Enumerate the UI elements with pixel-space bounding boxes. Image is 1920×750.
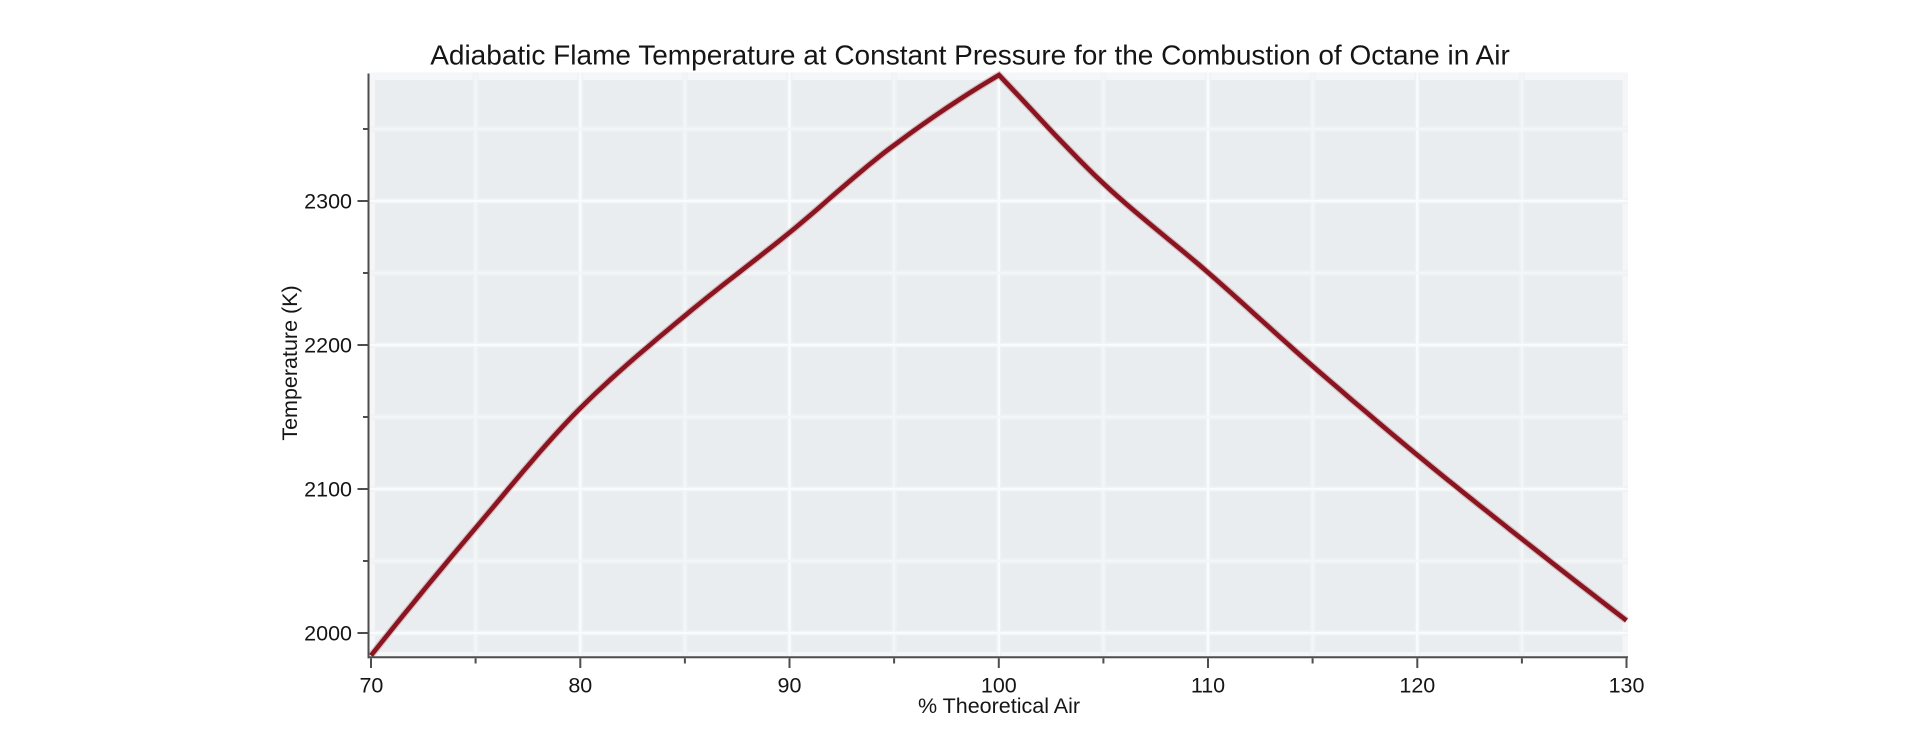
svg-text:80: 80 — [568, 673, 592, 697]
svg-text:% Theoretical Air: % Theoretical Air — [918, 694, 1080, 718]
svg-text:2100: 2100 — [304, 478, 352, 502]
svg-text:2200: 2200 — [304, 334, 352, 358]
svg-text:120: 120 — [1399, 673, 1435, 697]
svg-text:130: 130 — [1609, 673, 1645, 697]
svg-text:Adiabatic Flame Temperature at: Adiabatic Flame Temperature at Constant … — [430, 40, 1510, 71]
svg-text:2000: 2000 — [304, 622, 352, 646]
svg-text:70: 70 — [359, 673, 383, 697]
svg-text:Temperature (K): Temperature (K) — [278, 285, 302, 440]
svg-text:90: 90 — [778, 673, 802, 697]
svg-text:110: 110 — [1191, 673, 1225, 697]
svg-text:100: 100 — [981, 673, 1017, 697]
svg-text:2300: 2300 — [304, 190, 352, 214]
